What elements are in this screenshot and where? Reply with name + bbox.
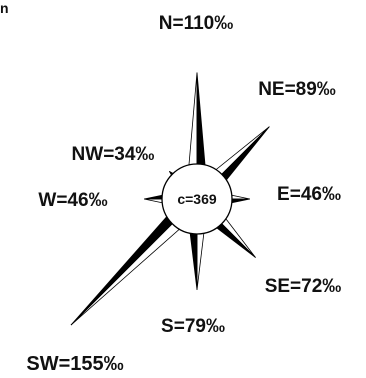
label-ne: NE=89‰ [258,79,336,100]
label-n: N=110‰ [159,13,233,34]
center-circle [161,163,233,235]
corner-label: n [0,0,9,16]
label-s: S=79‰ [161,316,225,337]
label-e: E=46‰ [277,184,341,205]
direction-labels: N=110‰ NE=89‰ E=46‰ SE=72‰ S=79‰ SW=155‰ W=46‰… [26,13,341,375]
label-se: SE=72‰ [265,276,342,297]
label-nw: NW=34‰ [72,144,155,165]
label-sw: SW=155‰ [26,353,123,375]
label-w: W=46‰ [38,190,107,211]
center-label: c=369 [177,191,217,207]
